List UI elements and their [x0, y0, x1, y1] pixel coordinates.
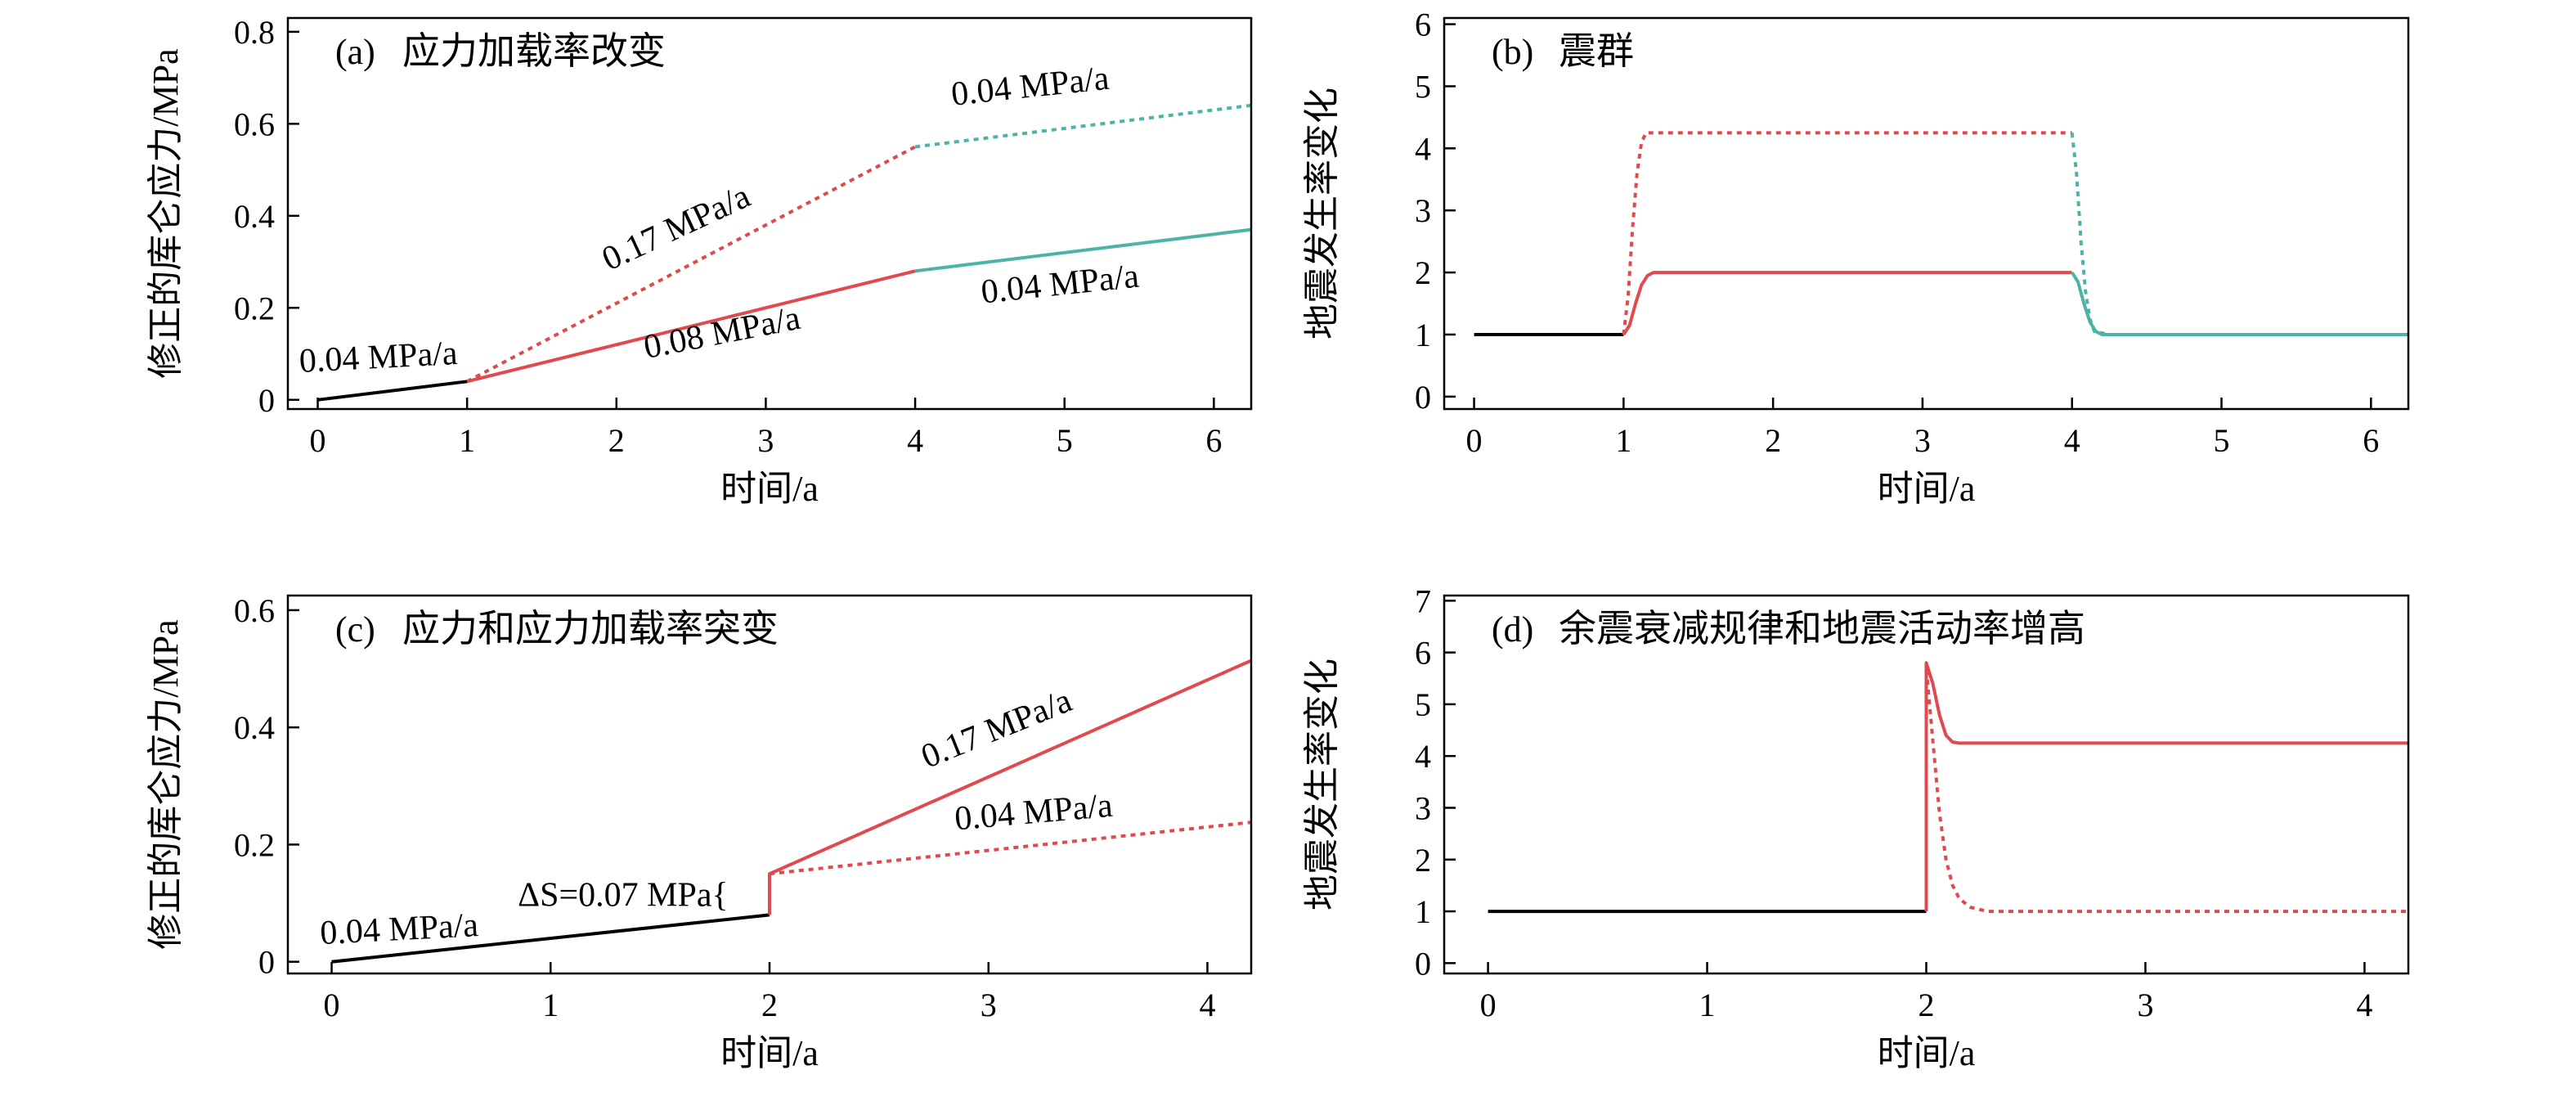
- x-tick-label: 6: [1205, 422, 1222, 459]
- y-tick-label: 7: [1415, 582, 1431, 619]
- y-tick-label: 6: [1415, 635, 1431, 672]
- x-tick-label: 3: [2137, 987, 2153, 1023]
- chart-title: 应力和应力加载率突变: [402, 608, 779, 650]
- series-line-c-1: [768, 659, 1251, 915]
- x-tick-label: 2: [1919, 987, 1935, 1023]
- x-tick-label: 3: [757, 422, 774, 459]
- x-tick-label: 5: [2214, 422, 2230, 459]
- x-tick-label: 4: [2356, 987, 2372, 1023]
- y-tick-label: 2: [1415, 842, 1431, 879]
- y-tick-label: 2: [1415, 254, 1431, 291]
- rate-annotation: 0.17 MPa/a: [916, 681, 1077, 776]
- x-tick-label: 2: [761, 987, 778, 1023]
- x-tick-label: 2: [608, 422, 625, 459]
- y-tick-label: 0.2: [234, 290, 275, 326]
- x-tick-label: 1: [1615, 422, 1631, 459]
- y-axis-label: 地震发生率变化: [1302, 659, 1342, 910]
- panel-label: (d): [1492, 609, 1533, 650]
- x-tick-label: 0: [324, 987, 340, 1023]
- plot-frame-a: [286, 16, 1253, 411]
- series-line-b-1: [1622, 271, 2072, 336]
- x-tick-label: 3: [981, 987, 997, 1023]
- series-line-b-4: [2070, 133, 2408, 336]
- series-line-b-2: [2071, 272, 2408, 336]
- y-tick-label: 0: [1415, 379, 1431, 416]
- y-tick-label: 0.6: [234, 106, 275, 142]
- y-tick-label: 0.8: [234, 14, 275, 51]
- x-axis-label: 时间/a: [720, 469, 819, 509]
- x-tick-label: 3: [1914, 422, 1931, 459]
- x-tick-label: 1: [542, 987, 559, 1023]
- rate-annotation: 0.04 MPa/a: [949, 60, 1111, 114]
- panel-d: 0 1 2 3 4 0 1 2 3 4 5 6 7 时间/a 地震发生率变化 (d) 余震衰减规律和地震活动率增…: [1302, 582, 2410, 1073]
- x-tick-label: 0: [1466, 422, 1483, 459]
- x-tick-label: 4: [907, 422, 923, 459]
- x-axis-label: 时间/a: [1878, 1033, 1976, 1073]
- x-tick-label: 1: [459, 422, 475, 459]
- rate-annotation: 0.04 MPa/a: [319, 906, 479, 952]
- x-tick-label: 4: [1199, 987, 1215, 1023]
- series-line-a-4: [914, 103, 1251, 149]
- y-tick-label: 6: [1415, 7, 1431, 43]
- y-tick-label: 0.4: [234, 198, 275, 235]
- x-tick-label: 4: [2064, 422, 2080, 459]
- y-tick-label: 3: [1415, 192, 1431, 229]
- panel-label: (b): [1492, 32, 1533, 72]
- y-tick-label: 4: [1415, 130, 1431, 167]
- x-axis-label: 时间/a: [720, 1033, 819, 1073]
- y-tick-label: 0.2: [234, 826, 275, 863]
- y-axis-label: 地震发生率变化: [1302, 88, 1342, 339]
- rate-annotation: 0.04 MPa/a: [298, 335, 459, 380]
- rate-annotation: 0.17 MPa/a: [596, 178, 756, 279]
- y-tick-label: 0.4: [234, 709, 275, 746]
- x-axis-label: 时间/a: [1878, 469, 1976, 509]
- plot-frame-b: [1443, 16, 2410, 411]
- series-line-a-1: [466, 269, 916, 384]
- y-tick-label: 0: [258, 382, 275, 419]
- chart-title: 震群: [1559, 30, 1634, 72]
- x-tick-label: 1: [1699, 987, 1716, 1023]
- rate-annotation: ΔS=0.07 MPa{: [518, 877, 729, 915]
- chart-title: 应力加载率改变: [402, 30, 666, 72]
- panel-label: (c): [335, 609, 375, 650]
- y-tick-label: 0: [258, 944, 275, 981]
- series-line-b-3: [1622, 131, 2072, 335]
- panel-a: 0 1 2 3 4 5 6 0 0.2 0.4 0.6 0.8 时间/a 修正的库仑应力/MPa (a) 应力…: [146, 14, 1253, 509]
- x-tick-label: 6: [2363, 422, 2379, 459]
- y-tick-label: 5: [1415, 686, 1431, 723]
- series-line-c-2: [769, 821, 1251, 876]
- y-tick-label: 0.6: [234, 592, 275, 629]
- x-tick-label: 2: [1765, 422, 1781, 459]
- x-tick-label: 0: [1480, 987, 1497, 1023]
- series-line-a-0: [317, 380, 468, 402]
- panel-b: 0 1 2 3 4 5 6 0 1 2 3 4 5 6 时间/a 地震发生率变化 (b) 震群: [1302, 7, 2410, 509]
- panel-c: 0 1 2 3 4 0 0.2 0.4 0.6 时间/a 修正的库仑应力/MPa (c) 应力和应力加载…: [146, 592, 1253, 1073]
- y-tick-label: 1: [1415, 317, 1431, 353]
- rate-annotation: 0.04 MPa/a: [953, 787, 1114, 838]
- x-tick-label: 0: [310, 422, 326, 459]
- y-axis-label: 修正的库仑应力/MPa: [146, 619, 186, 949]
- chart-title: 余震衰减规律和地震活动率增高: [1559, 608, 2085, 650]
- panel-label: (a): [335, 32, 375, 72]
- rate-annotation: 0.08 MPa/a: [640, 299, 803, 366]
- y-tick-label: 1: [1415, 893, 1431, 930]
- series-line-c-0: [331, 913, 770, 964]
- y-axis-label: 修正的库仑应力/MPa: [146, 48, 186, 378]
- y-tick-label: 5: [1415, 68, 1431, 105]
- y-tick-label: 4: [1415, 738, 1431, 775]
- series-line-d-1: [1924, 661, 2408, 912]
- rate-annotation: 0.04 MPa/a: [979, 258, 1141, 312]
- y-tick-label: 0: [1415, 945, 1431, 982]
- y-tick-label: 3: [1415, 789, 1431, 826]
- series-line-d-2: [1924, 666, 2408, 914]
- series-line-a-2: [914, 227, 1251, 273]
- x-tick-label: 5: [1057, 422, 1073, 459]
